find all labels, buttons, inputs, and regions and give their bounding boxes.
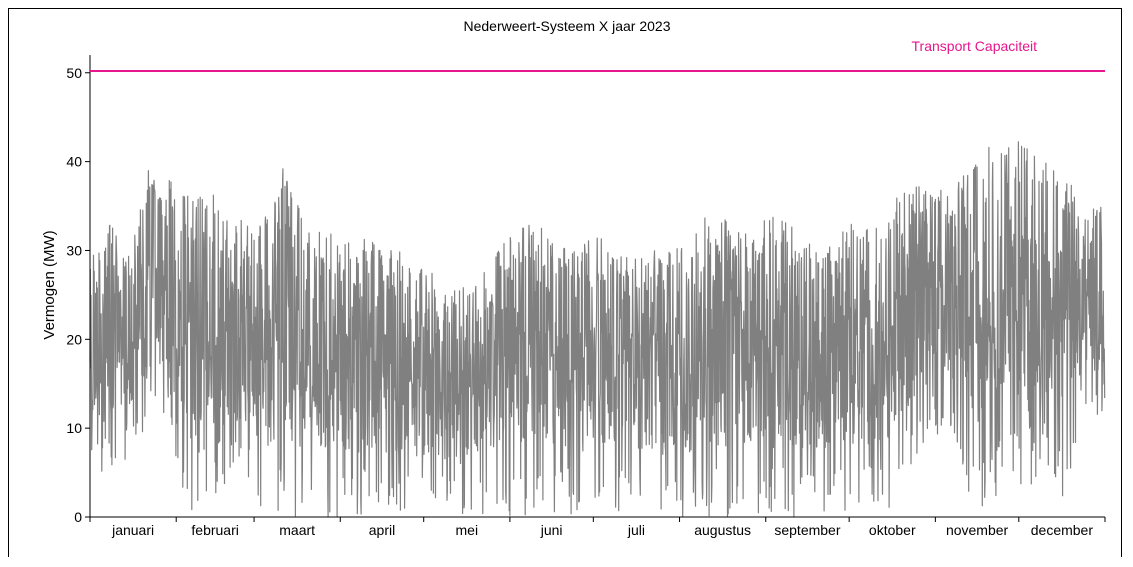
x-tick-label: mei — [456, 522, 479, 538]
chart-frame — [8, 8, 1122, 557]
power-series-line — [89, 141, 1106, 518]
capacity-layer: Transport Capaciteit — [90, 38, 1105, 72]
x-tick-label: oktober — [869, 522, 916, 538]
x-tick-label: september — [774, 522, 840, 538]
capacity-label: Transport Capaciteit — [912, 38, 1038, 54]
x-tick-label: maart — [279, 522, 315, 538]
y-tick-label: 50 — [66, 65, 82, 81]
x-tick-label: december — [1031, 522, 1094, 538]
x-tick-label: juni — [540, 522, 563, 538]
x-tick-label: juli — [627, 522, 645, 538]
y-axis-label: Vermogen (MW) — [41, 230, 58, 339]
chart-title: Nederweert-Systeem X jaar 2023 — [464, 18, 671, 34]
x-tick-label: februari — [191, 522, 238, 538]
series-layer — [89, 141, 1106, 518]
x-tick-label: augustus — [694, 522, 751, 538]
axes-layer: 0 10 20 30 40 50 januari februari maart april mei j… — [66, 55, 1106, 538]
y-tick-label: 20 — [66, 331, 82, 347]
y-tick-label: 0 — [74, 509, 82, 525]
y-tick-label: 40 — [66, 154, 82, 170]
x-tick-label: januari — [111, 522, 154, 538]
x-tick-label: november — [946, 522, 1009, 538]
y-tick-label: 10 — [66, 420, 82, 436]
x-tick-label: april — [369, 522, 395, 538]
y-tick-label: 30 — [66, 242, 82, 258]
